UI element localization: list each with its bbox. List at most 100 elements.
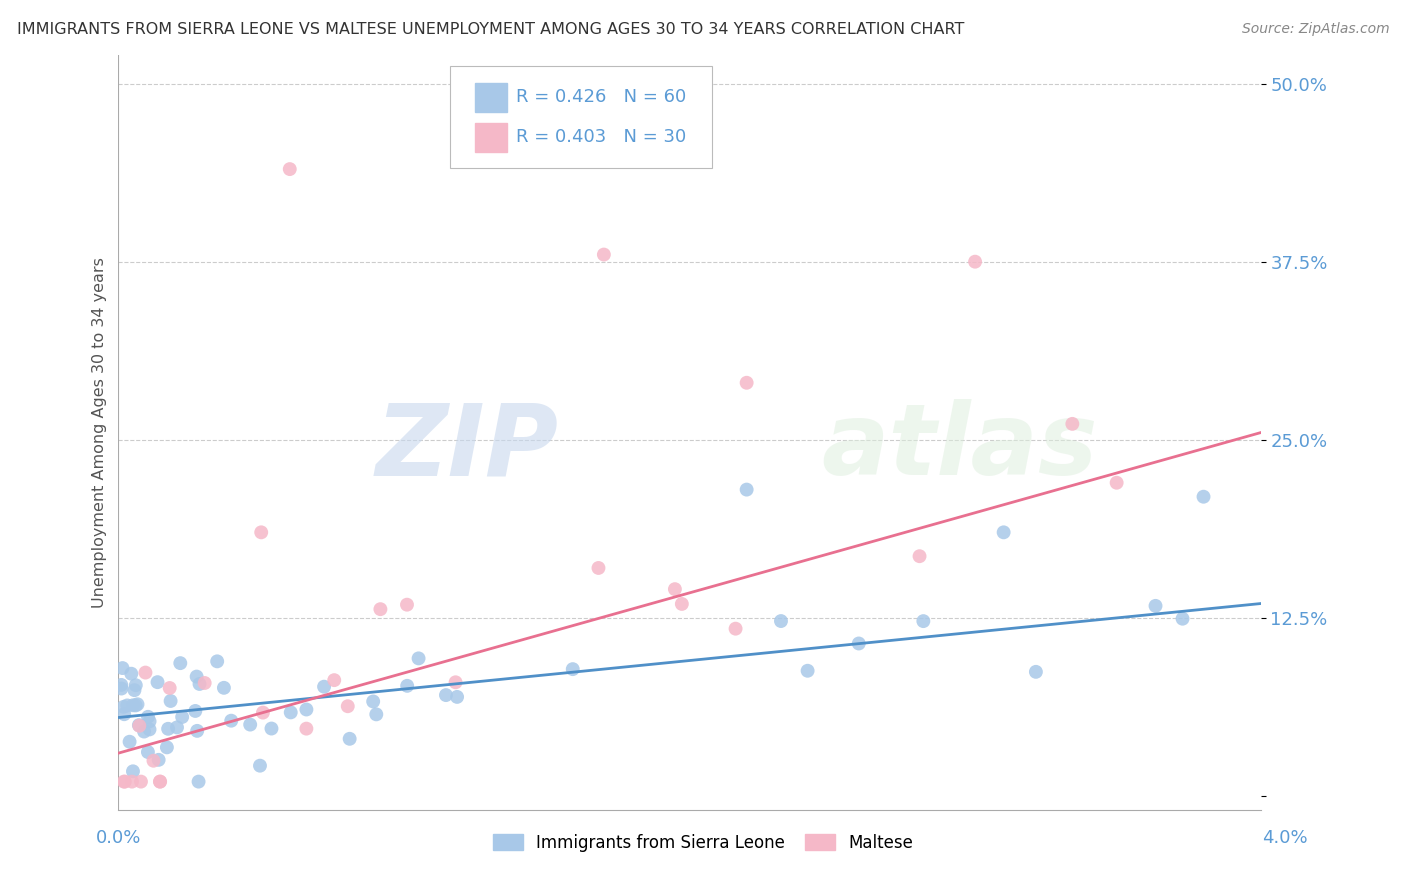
- Point: [249, 758, 271, 772]
- Point: [157, 722, 180, 736]
- Point: [128, 719, 150, 733]
- Point: [588, 561, 610, 575]
- Point: [1025, 665, 1047, 679]
- Point: [132, 724, 155, 739]
- Point: [112, 707, 135, 722]
- Text: atlas: atlas: [821, 400, 1098, 496]
- Point: [124, 683, 146, 698]
- Text: 4.0%: 4.0%: [1263, 829, 1308, 847]
- Point: [212, 681, 235, 695]
- Point: [769, 614, 792, 628]
- Point: [129, 774, 152, 789]
- Point: [117, 698, 139, 713]
- Point: [724, 622, 747, 636]
- Point: [993, 525, 1015, 540]
- Legend: Immigrants from Sierra Leone, Maltese: Immigrants from Sierra Leone, Maltese: [486, 828, 920, 859]
- Point: [735, 483, 758, 497]
- Point: [408, 651, 430, 665]
- Point: [114, 774, 136, 789]
- Point: [395, 598, 418, 612]
- Point: [796, 664, 818, 678]
- Point: [186, 723, 208, 738]
- Point: [396, 679, 419, 693]
- Point: [908, 549, 931, 564]
- Point: [188, 677, 211, 691]
- Text: IMMIGRANTS FROM SIERRA LEONE VS MALTESE UNEMPLOYMENT AMONG AGES 30 TO 34 YEARS C: IMMIGRANTS FROM SIERRA LEONE VS MALTESE …: [17, 22, 965, 37]
- Point: [205, 654, 228, 668]
- Bar: [475, 123, 506, 152]
- Point: [159, 681, 181, 695]
- Text: R = 0.403   N = 30: R = 0.403 N = 30: [516, 128, 686, 146]
- Point: [446, 690, 468, 704]
- Point: [592, 247, 614, 261]
- Point: [312, 680, 335, 694]
- Point: [1171, 612, 1194, 626]
- Point: [336, 699, 359, 714]
- Point: [848, 636, 870, 650]
- Point: [120, 666, 142, 681]
- Point: [159, 694, 181, 708]
- Point: [142, 754, 165, 768]
- Point: [280, 706, 302, 720]
- Text: Source: ZipAtlas.com: Source: ZipAtlas.com: [1241, 22, 1389, 37]
- Point: [361, 694, 384, 708]
- Point: [187, 774, 209, 789]
- Point: [121, 774, 143, 789]
- Point: [138, 723, 160, 737]
- Text: 0.0%: 0.0%: [96, 829, 141, 847]
- Point: [184, 704, 207, 718]
- Point: [444, 675, 467, 690]
- Point: [118, 735, 141, 749]
- Text: R = 0.426   N = 60: R = 0.426 N = 60: [516, 88, 686, 106]
- Point: [112, 699, 135, 714]
- Text: ZIP: ZIP: [375, 400, 558, 496]
- Point: [186, 669, 208, 683]
- Point: [125, 678, 148, 692]
- Point: [172, 710, 194, 724]
- Point: [561, 662, 583, 676]
- Point: [110, 678, 132, 692]
- Point: [122, 764, 145, 779]
- Point: [138, 714, 160, 729]
- Point: [1192, 490, 1215, 504]
- Point: [295, 702, 318, 716]
- Point: [671, 597, 693, 611]
- Point: [219, 714, 242, 728]
- Point: [110, 681, 132, 696]
- Point: [1144, 599, 1167, 613]
- Point: [239, 717, 262, 731]
- Point: [1105, 475, 1128, 490]
- Point: [366, 707, 388, 722]
- Point: [136, 710, 159, 724]
- Point: [252, 706, 274, 720]
- Point: [169, 656, 191, 670]
- Point: [323, 673, 346, 687]
- Point: [912, 614, 935, 628]
- Point: [149, 774, 172, 789]
- Point: [136, 745, 159, 759]
- Point: [1062, 417, 1084, 431]
- Point: [278, 162, 301, 177]
- Point: [260, 722, 283, 736]
- Point: [965, 254, 987, 268]
- Point: [156, 740, 179, 755]
- Point: [370, 602, 392, 616]
- Point: [134, 665, 156, 680]
- Point: [664, 582, 686, 596]
- Point: [250, 525, 273, 540]
- Y-axis label: Unemployment Among Ages 30 to 34 years: Unemployment Among Ages 30 to 34 years: [93, 257, 107, 608]
- Bar: [475, 83, 506, 112]
- Point: [146, 675, 169, 690]
- Point: [128, 718, 150, 732]
- Point: [148, 753, 170, 767]
- FancyBboxPatch shape: [450, 67, 713, 169]
- Point: [149, 774, 172, 789]
- Point: [194, 676, 217, 690]
- Point: [122, 698, 145, 713]
- Point: [112, 774, 135, 789]
- Point: [166, 720, 188, 734]
- Point: [111, 661, 134, 675]
- Point: [127, 698, 149, 712]
- Point: [124, 698, 146, 713]
- Point: [339, 731, 361, 746]
